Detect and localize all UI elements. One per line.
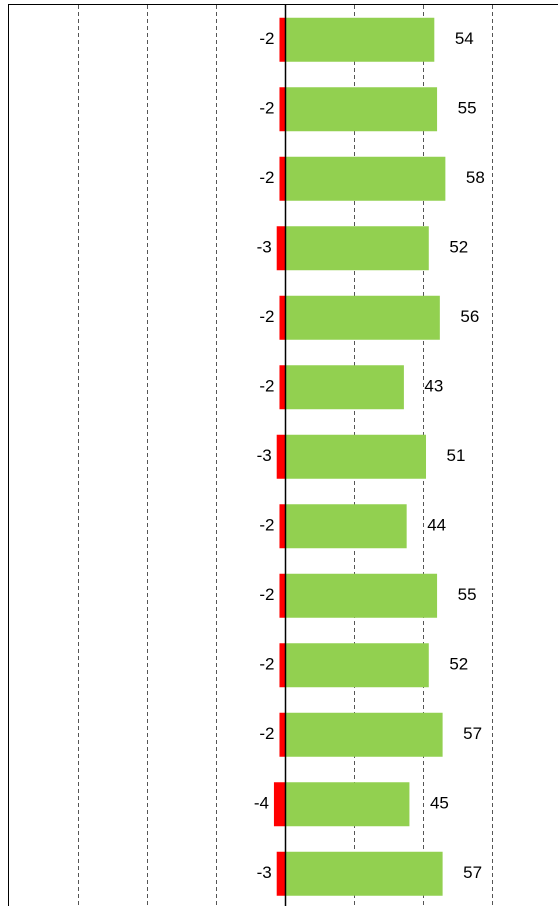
bar <box>279 643 285 688</box>
value-label: -2 <box>259 724 274 743</box>
value-label: -4 <box>254 794 269 813</box>
bar <box>285 87 438 132</box>
bar <box>285 226 429 271</box>
bar <box>285 712 443 757</box>
value-label: 54 <box>455 29 474 48</box>
value-label: 45 <box>430 794 449 813</box>
value-label: -2 <box>259 307 274 326</box>
bar <box>273 782 285 827</box>
bar <box>285 782 410 827</box>
bar <box>279 87 285 132</box>
value-label: 51 <box>447 446 466 465</box>
bar <box>279 504 285 549</box>
value-label: -2 <box>259 168 274 187</box>
value-label: 52 <box>449 655 468 674</box>
value-label: 55 <box>458 99 477 118</box>
value-label: -2 <box>259 585 274 604</box>
value-label: 57 <box>463 863 482 882</box>
value-label: -3 <box>257 863 272 882</box>
bar <box>285 156 446 201</box>
bar <box>276 851 285 896</box>
value-label: 52 <box>449 238 468 257</box>
bar <box>285 643 429 688</box>
value-label: -3 <box>257 238 272 257</box>
bar <box>279 17 285 62</box>
value-label: -2 <box>259 655 274 674</box>
value-label: -2 <box>259 516 274 535</box>
value-label: -2 <box>259 377 274 396</box>
value-label: 44 <box>427 516 446 535</box>
value-label: -3 <box>257 446 272 465</box>
bar <box>279 295 285 340</box>
value-label: 43 <box>424 377 443 396</box>
bar <box>285 573 438 618</box>
value-label: 58 <box>466 168 485 187</box>
bar <box>285 295 440 340</box>
value-label: 55 <box>458 585 477 604</box>
bar <box>285 504 407 549</box>
value-label: -2 <box>259 99 274 118</box>
bar <box>285 434 427 479</box>
bar <box>279 365 285 410</box>
bar <box>279 156 285 201</box>
bar <box>279 573 285 618</box>
value-label: -2 <box>259 29 274 48</box>
bar <box>276 434 285 479</box>
bar <box>279 712 285 757</box>
bar <box>285 851 443 896</box>
bar <box>285 365 404 410</box>
value-label: 57 <box>463 724 482 743</box>
value-label: 56 <box>460 307 479 326</box>
bar <box>276 226 285 271</box>
bar <box>285 17 435 62</box>
